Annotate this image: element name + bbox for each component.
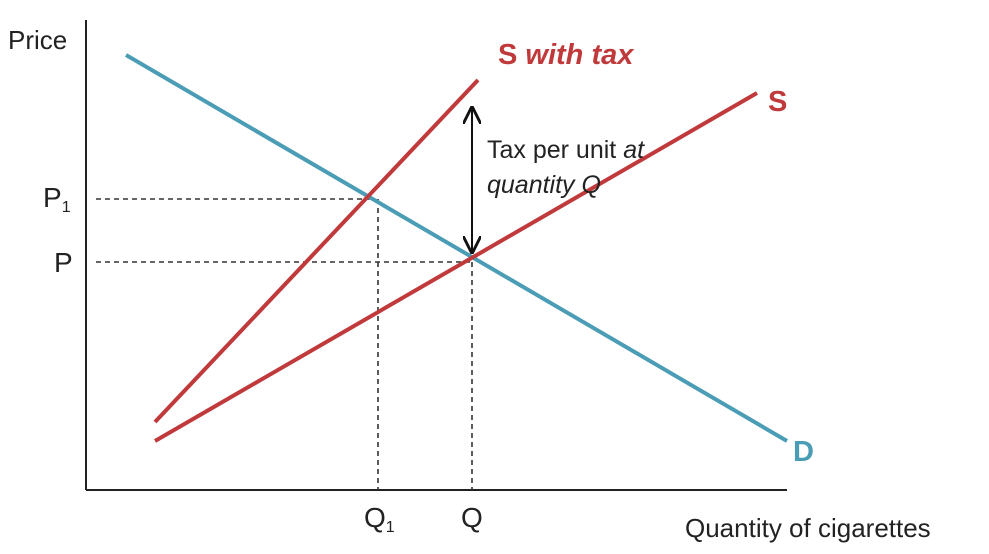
tax-annotation-line1: Tax per unit at	[487, 136, 645, 164]
q1-label-sub: 1	[386, 519, 395, 536]
y-axis-label: Price	[8, 25, 67, 55]
supply-with-tax-label: S with tax	[498, 39, 635, 71]
supply-with-tax-label-rest: with tax	[525, 39, 635, 71]
supply-with-tax-label-s: S	[498, 39, 517, 71]
p1-label-main: P	[43, 182, 62, 213]
supply-with-tax-curve	[153, 78, 480, 424]
tax-annotation-part-b: at	[623, 136, 645, 164]
demand-curve	[124, 53, 789, 443]
p1-label: P1	[43, 182, 71, 216]
demand-label: D	[793, 436, 814, 468]
q1-label-main: Q	[364, 502, 386, 533]
supply-curve	[153, 91, 759, 443]
tax-annotation-part-a: Tax per unit	[487, 136, 616, 164]
supply-label: S	[768, 86, 787, 118]
p-label: P	[54, 247, 73, 278]
x-axis-label: Quantity of cigarettes	[685, 513, 931, 543]
tax-annotation-line2: quantity Q	[487, 171, 601, 199]
q1-label: Q1	[364, 502, 395, 536]
p1-label-sub: 1	[62, 199, 71, 216]
q-label: Q	[461, 502, 483, 533]
